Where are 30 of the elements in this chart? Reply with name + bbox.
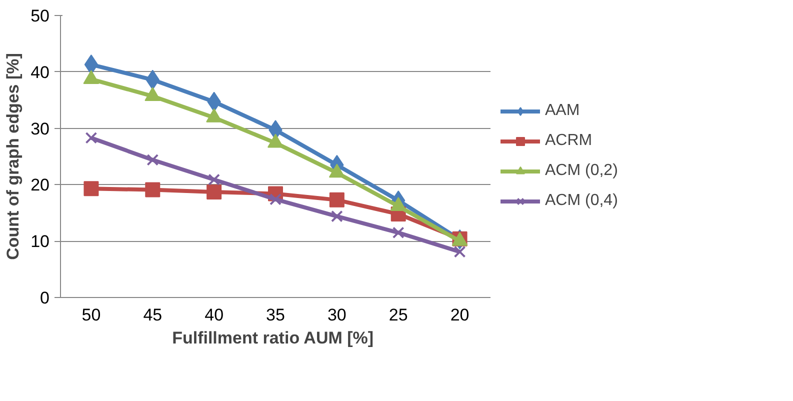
legend-label: ACM (0,2) (545, 162, 618, 180)
x-tick-label: 40 (204, 306, 224, 324)
y-tick-label: 30 (30, 119, 50, 138)
x-tick-label: 45 (143, 306, 162, 324)
point (330, 210, 343, 222)
point (145, 182, 160, 198)
legend-label: ACRM (545, 132, 592, 150)
y-tick-label: 50 (30, 6, 50, 26)
x-tick-label: 25 (388, 306, 408, 324)
x-axis-title: Fulfillment ratio AUM [%] (172, 328, 374, 348)
x-tick-label: 35 (266, 306, 285, 324)
point (85, 132, 98, 144)
y-tick-label: 20 (30, 176, 50, 195)
point (206, 184, 222, 200)
y-tick-label: 40 (30, 62, 50, 82)
point (270, 193, 282, 206)
legend-label: ACM (0,4) (545, 192, 618, 210)
point (392, 226, 404, 239)
legend-label: AAM (545, 102, 580, 120)
point (84, 181, 99, 196)
point (208, 174, 220, 186)
x-tick-label: 50 (82, 306, 101, 324)
x-tick-label: 20 (450, 306, 470, 324)
y-tick-label: 0 (40, 288, 50, 308)
point (454, 246, 466, 258)
point (146, 154, 159, 166)
x-tick-label: 30 (327, 306, 346, 324)
y-tick-label: 10 (30, 232, 50, 252)
point (329, 192, 344, 208)
y-axis-title: Count of graph edges [%] (4, 53, 23, 260)
